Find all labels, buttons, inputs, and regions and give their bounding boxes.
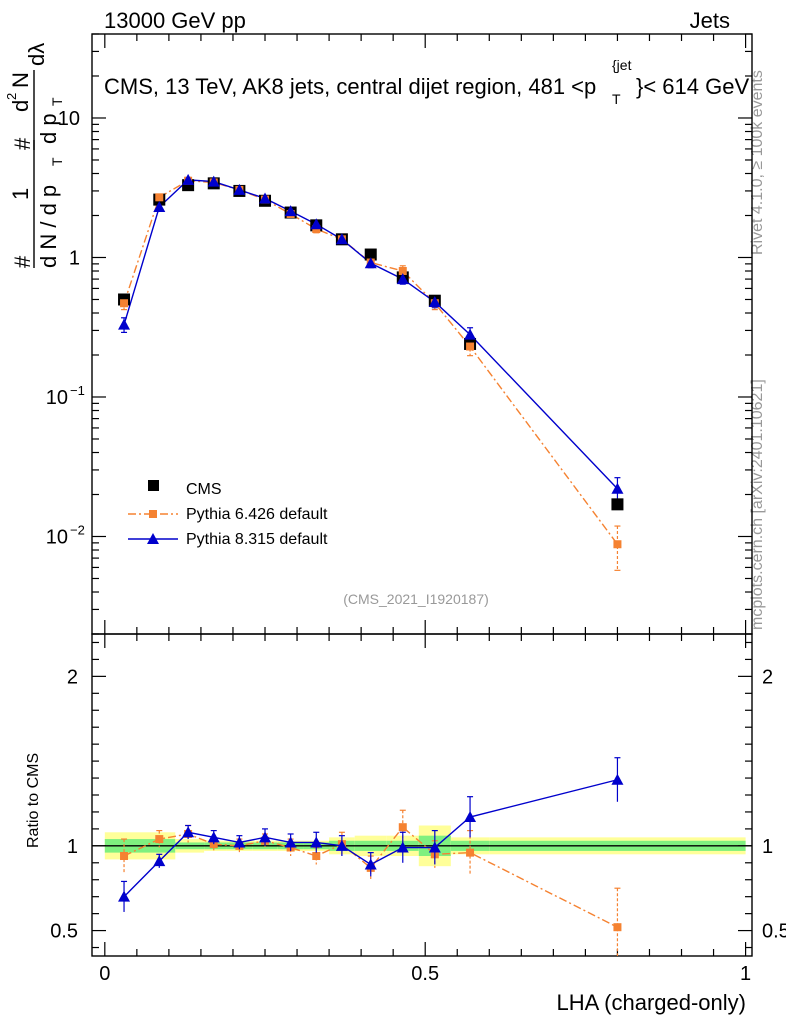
ylabel-den-sub: T xyxy=(49,157,65,166)
cms-data-point xyxy=(611,498,624,511)
chart-title: CMS, 13 TeV, AK8 jets, central dijet reg… xyxy=(104,57,749,107)
legend-label-pythia6: Pythia 6.426 default xyxy=(186,506,328,523)
main-y-tick-label: 10 xyxy=(58,108,80,130)
ratio-pythia6-point xyxy=(398,823,407,832)
ratio-pythia8-point xyxy=(182,826,195,838)
mcplots-label: mcplots.cern.ch [arXiv:2401.10621] xyxy=(749,379,766,630)
legend-label-cms: CMS xyxy=(186,481,222,498)
ratio-pythia6-point xyxy=(466,848,475,857)
ratio-pythia8-point xyxy=(284,836,297,848)
main-y-tick-label-exponent: −2 xyxy=(70,522,85,537)
ratio-panel-frame xyxy=(91,633,753,957)
title-tail: }< 614 GeV xyxy=(636,74,749,99)
ratio-pythia8-point xyxy=(118,890,131,902)
ratio-line-pythia8 xyxy=(123,779,618,898)
pythia8-point xyxy=(464,328,477,340)
ratio-pythia8-point xyxy=(611,773,624,785)
ylabel-mid-num-tail: N xyxy=(8,72,33,88)
pythia8-point xyxy=(611,482,624,494)
pythia8-point xyxy=(364,257,377,269)
rivet-version-label: Rivet 4.1.0, ≥ 100k events xyxy=(749,70,766,255)
ratio-pythia6-point xyxy=(155,835,164,844)
ratio-pythia8-point xyxy=(259,831,272,843)
ratio-pythia8-point xyxy=(364,858,377,870)
ylabel-mid-num: d xyxy=(8,100,33,112)
legend: CMS Pythia 6.426 default Pythia 8.315 de… xyxy=(128,480,328,548)
pythia6-point xyxy=(398,267,407,276)
ratio-panel-series xyxy=(118,757,624,956)
main-y-tick-label: 10 xyxy=(46,526,68,548)
main-y-tick-label: 10 xyxy=(46,387,68,409)
ratio-pythia8-point xyxy=(310,836,323,848)
pythia8-point xyxy=(233,183,246,195)
pythia8-point xyxy=(259,192,272,204)
ratio-pythia8-point xyxy=(396,841,409,853)
ylabel-num: 1 xyxy=(8,188,33,200)
x-tick-label: 0.5 xyxy=(411,963,439,985)
ratio-line-pythia6 xyxy=(123,826,618,928)
pythia8-point xyxy=(335,233,348,245)
pythia8-point xyxy=(428,295,441,307)
ylabel-mid-den-sub: T xyxy=(49,97,65,106)
title-sub: T xyxy=(612,91,621,107)
ylabel-mid: # xyxy=(10,137,35,150)
ylabel-tail: dλ xyxy=(24,43,49,66)
main-line-pythia8 xyxy=(123,179,618,490)
ratio-y-tick-label-left: 2 xyxy=(67,666,78,688)
header-energy: 13000 GeV pp xyxy=(104,8,246,33)
pythia6-point xyxy=(466,342,475,351)
ratio-y-tick-label-right: 1 xyxy=(762,836,773,858)
pythia6-point xyxy=(120,299,129,308)
ratio-y-ticks: 0.5 0.5 1 1 2 2 xyxy=(50,641,786,949)
legend-marker-pythia6 xyxy=(149,510,157,518)
x-tick-label: 0 xyxy=(99,963,110,985)
ratio-y-tick-label-right: 2 xyxy=(762,666,773,688)
ratio-y-tick-label-left: 0.5 xyxy=(50,921,78,943)
ratio-pythia8-point xyxy=(233,836,246,848)
ylabel-mid-num-sup: 2 xyxy=(4,93,19,100)
x-tick-label: 1 xyxy=(740,963,751,985)
ylabel-prefix: # xyxy=(10,255,35,268)
pythia8-point xyxy=(207,175,220,187)
cms-data-point xyxy=(364,248,377,261)
main-panel-series xyxy=(118,173,624,571)
x-axis-label: LHA (charged-only) xyxy=(556,990,746,1015)
ratio-pythia8-point xyxy=(428,841,441,853)
main-y-axis-label: # 1 d N / d p T # d 2 N d p T dλ xyxy=(4,43,65,268)
pythia8-point xyxy=(153,201,166,213)
main-y-tick-label: 1 xyxy=(69,247,80,269)
ratio-pythia8-point xyxy=(207,831,220,843)
ratio-pythia8-point xyxy=(153,855,166,867)
pythia6-point xyxy=(613,540,622,549)
legend-label-pythia8: Pythia 8.315 default xyxy=(186,531,328,548)
ratio-pythia8-point xyxy=(464,811,477,823)
ratio-y-axis-label: Ratio to CMS xyxy=(25,753,42,848)
pythia8-point xyxy=(118,318,131,330)
pythia8-point xyxy=(182,173,195,185)
pythia8-point xyxy=(284,205,297,217)
title-main: CMS, 13 TeV, AK8 jets, central dijet reg… xyxy=(104,74,596,99)
ratio-pythia6-point xyxy=(120,852,129,861)
ratio-pythia8-point xyxy=(335,839,348,851)
ylabel-mid-den: d p xyxy=(36,113,61,144)
ratio-pythia6-point xyxy=(312,852,321,861)
analysis-watermark: (CMS_2021_I1920187) xyxy=(343,591,489,607)
header-category: Jets xyxy=(690,8,730,33)
ratio-y-tick-label-left: 1 xyxy=(67,836,78,858)
ratio-pythia6-point xyxy=(613,923,622,932)
legend-marker-cms xyxy=(148,480,159,491)
x-ticks: 0 0.5 1 xyxy=(99,34,751,985)
pythia8-point xyxy=(310,218,323,230)
ylabel-den: d N / d p xyxy=(36,185,61,268)
title-sup: {jet xyxy=(612,57,632,73)
pythia8-point xyxy=(396,273,409,285)
main-y-tick-label-exponent: −1 xyxy=(70,383,85,398)
pythia6-point xyxy=(155,193,164,202)
legend-marker-pythia8 xyxy=(147,533,159,544)
ratio-y-tick-label-right: 0.5 xyxy=(762,921,786,943)
